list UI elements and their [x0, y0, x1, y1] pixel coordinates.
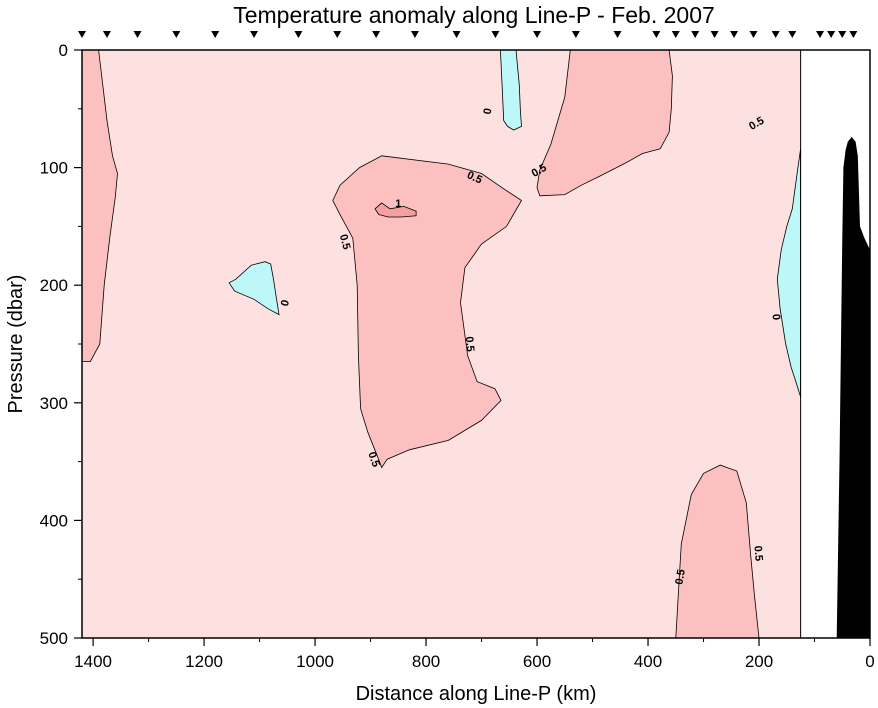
x-tick-label: 1400 [74, 652, 112, 671]
negative-anomaly-regions [228, 50, 801, 398]
bathymetry-shape [836, 137, 870, 638]
contour-label-5: 0.5 [463, 336, 476, 352]
contour-regions [82, 50, 760, 638]
station-marker [838, 31, 847, 38]
x-tick-label: 1200 [185, 652, 223, 671]
y-tick-label: 300 [40, 394, 68, 413]
chart-title: Temperature anomaly along Line-P - Feb. … [233, 2, 715, 28]
station-marker [294, 31, 303, 38]
contour-region-1-3 [374, 202, 417, 218]
contour-region-0_5-2 [332, 155, 523, 469]
station-marker [491, 31, 500, 38]
y-tick-label: 100 [40, 159, 68, 178]
station-marker [571, 31, 580, 38]
contour-label-0: 0 [482, 107, 495, 115]
station-marker [533, 31, 542, 38]
contour-label-9: 0.5 [673, 568, 687, 585]
contour-label-6: 0.5 [365, 450, 382, 468]
contour-region-0_5-4 [536, 50, 673, 197]
x-tick-label: 200 [745, 652, 773, 671]
station-marker [410, 31, 419, 38]
contour-region-0_5-5 [675, 464, 760, 638]
contour-label-4: 0.5 [465, 169, 484, 186]
station-marker [771, 31, 780, 38]
contour-label-1: 0 [279, 299, 292, 308]
station-marker [816, 31, 825, 38]
x-tick-label: 400 [634, 652, 662, 671]
y-axis: 0 100 200 300 400 500 [40, 41, 82, 648]
station-marker [133, 31, 142, 38]
station-marker [671, 31, 680, 38]
x-tick-label: 0 [865, 652, 874, 671]
x-tick-label: 1000 [296, 652, 334, 671]
y-tick-label: 500 [40, 629, 68, 648]
x-axis: 1400 1200 1000 800 600 400 200 0 [74, 638, 875, 671]
station-marker [452, 31, 461, 38]
station-marker [827, 31, 836, 38]
x-tick-label: 800 [412, 652, 440, 671]
station-marker [372, 31, 381, 38]
station-marker [102, 31, 111, 38]
contour-region-0_5-0 [82, 50, 118, 362]
x-axis-label: Distance along Line-P (km) [356, 683, 597, 705]
station-marker [749, 31, 758, 38]
contour-label-3: 0.5 [337, 233, 353, 251]
station-marker [172, 31, 181, 38]
station-marker [652, 31, 661, 38]
station-markers [78, 31, 858, 38]
station-marker [691, 31, 700, 38]
station-marker [211, 31, 220, 38]
contour-label-10: 1 [395, 198, 401, 210]
station-marker [710, 31, 719, 38]
contour-label-11: 0.5 [751, 545, 764, 561]
contour-label-2: 0 [770, 313, 782, 320]
negative-region-0 [495, 50, 522, 131]
y-tick-label: 200 [40, 276, 68, 295]
station-marker [788, 31, 797, 38]
y-tick-label: 400 [40, 511, 68, 530]
x-tick-label: 600 [523, 652, 551, 671]
station-marker [849, 31, 858, 38]
station-marker [730, 31, 739, 38]
y-tick-label: 0 [59, 41, 68, 60]
station-marker [333, 31, 342, 38]
negative-region-1 [228, 261, 280, 316]
station-marker [250, 31, 259, 38]
station-marker [78, 31, 86, 38]
station-marker [613, 31, 622, 38]
y-axis-label: Pressure (dbar) [5, 275, 27, 414]
negative-region-2 [776, 148, 801, 398]
